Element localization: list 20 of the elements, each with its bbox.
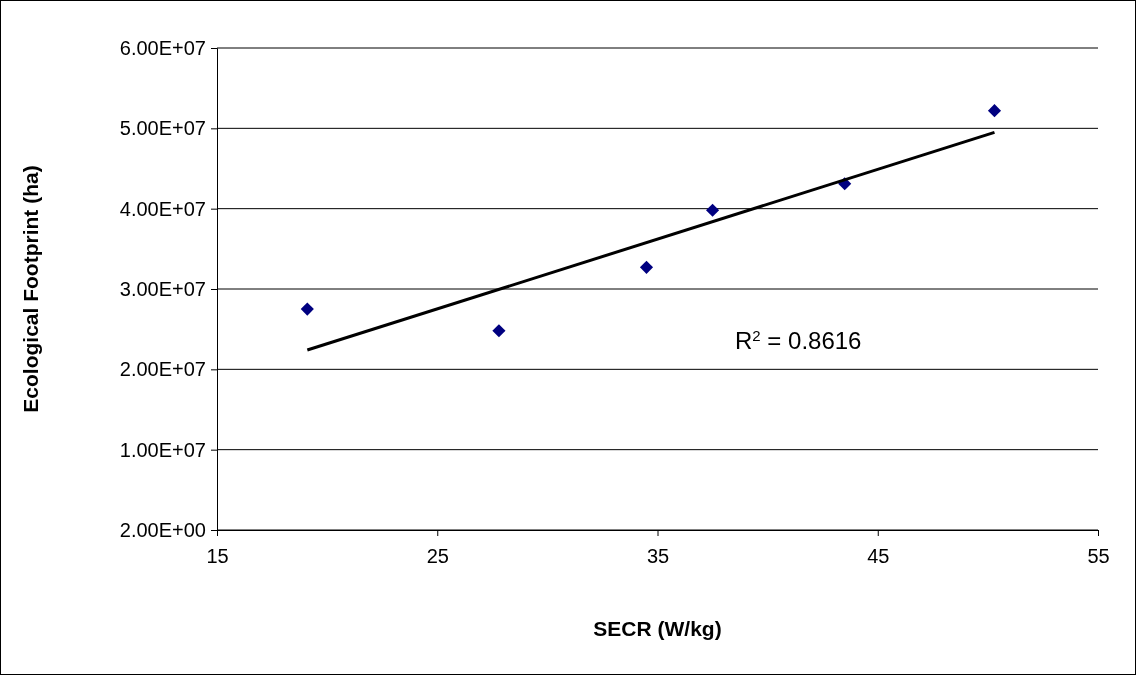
y-tick-label: 5.00E+07 [119,117,206,140]
x-axis-title: SECR (W/kg) [593,617,722,640]
y-tick-label: 2.00E+00 [119,518,206,541]
y-tick-label: 4.00E+07 [119,197,206,220]
point [639,260,654,274]
y-tick-label: 6.00E+07 [119,36,206,59]
x-tick-label: 55 [1087,545,1110,567]
point [705,203,720,217]
point [300,302,314,316]
x-tick-label: 45 [867,545,890,567]
annotation: R$^{2}$ = 0.8616 [735,326,862,354]
x-tick-label: 25 [426,545,449,567]
y-tick-label: 3.00E+07 [119,277,206,300]
point [492,324,506,338]
y-tick-label: 1.00E+07 [119,438,206,461]
y-tick-label: 2.00E+07 [119,358,206,381]
x-tick-label: 15 [206,545,229,567]
x-tick-label: 35 [646,545,670,567]
y-axis-title: Ecological Footprint (ha) [19,165,42,413]
point [987,104,1002,118]
